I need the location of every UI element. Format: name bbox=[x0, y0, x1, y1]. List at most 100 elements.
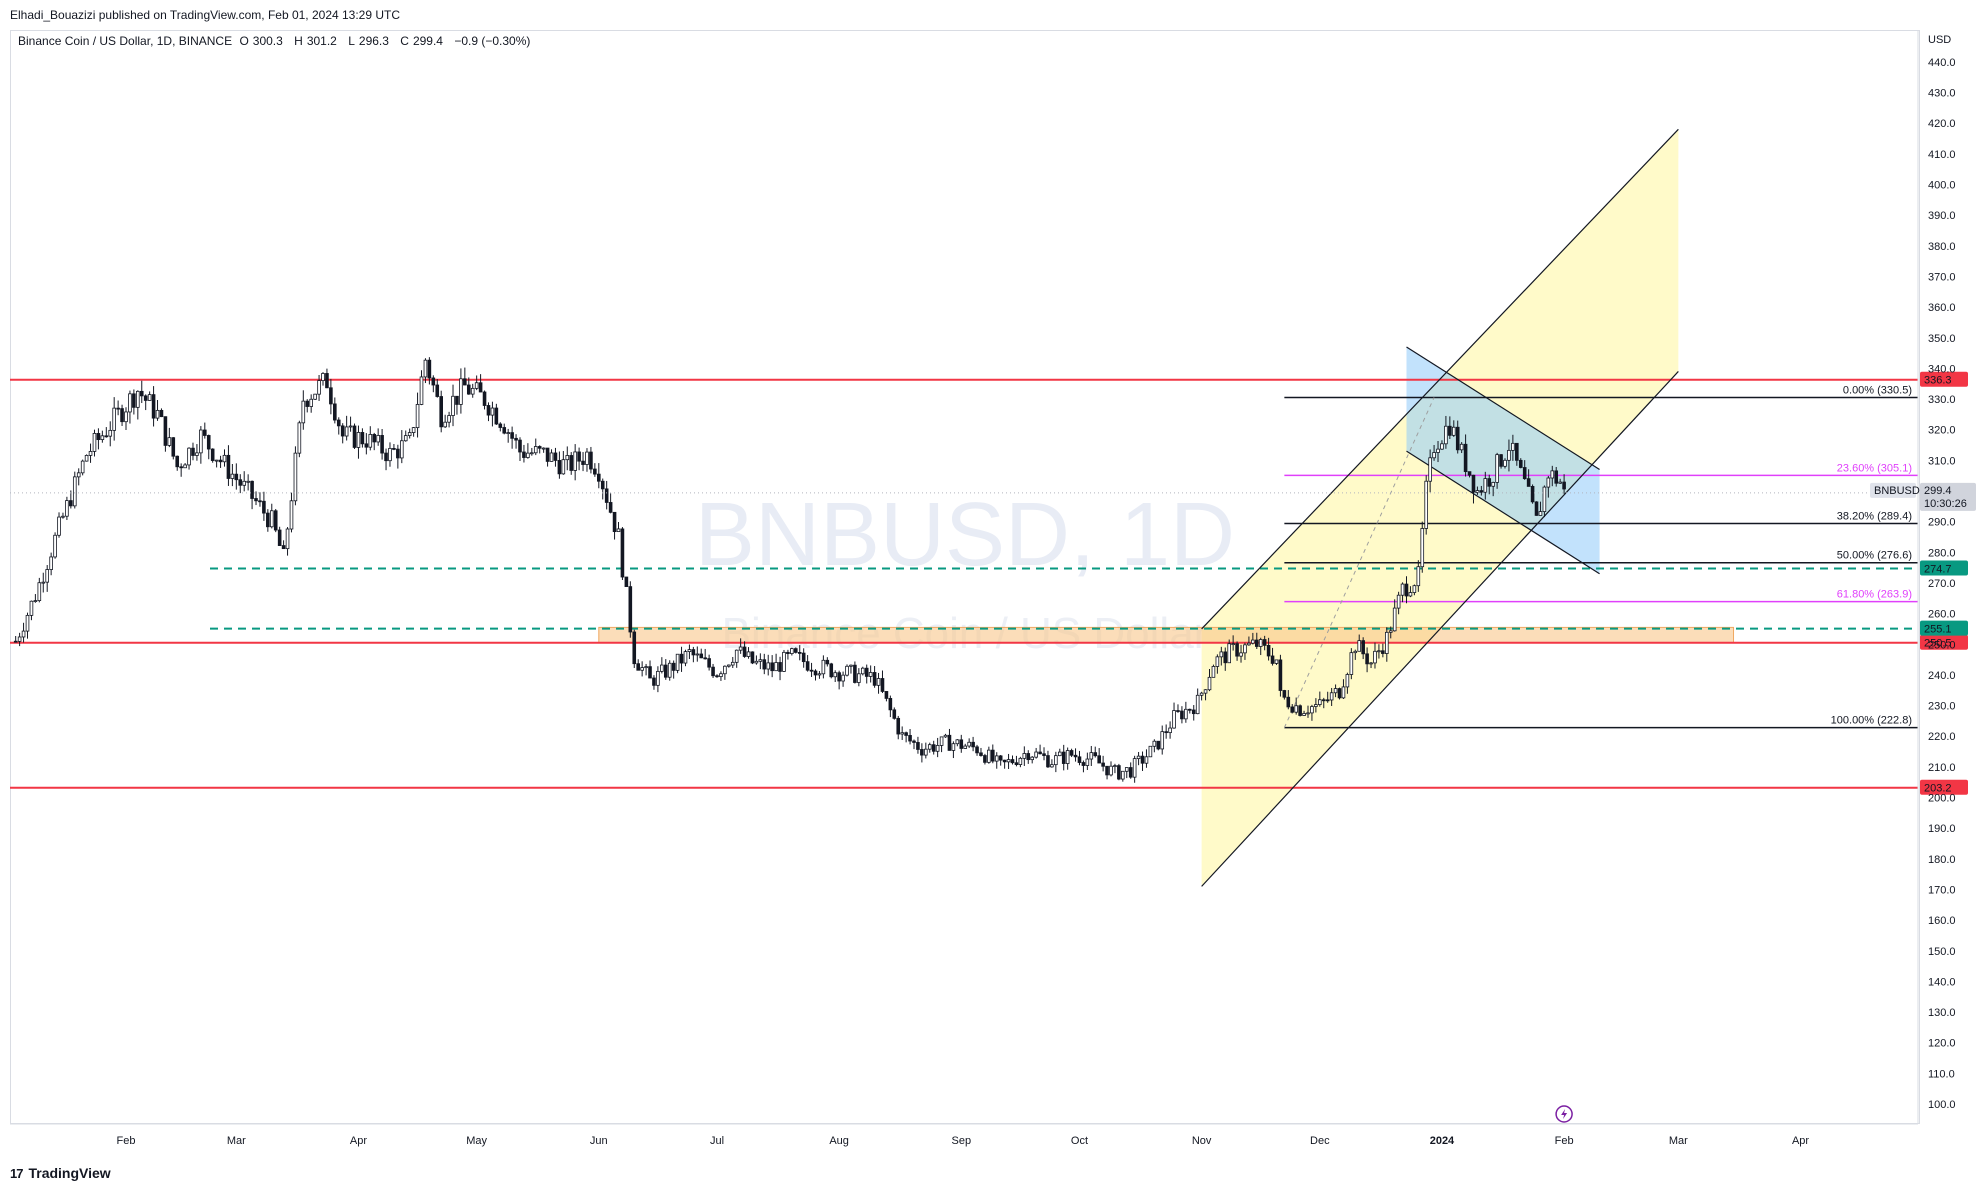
candle-body bbox=[1444, 425, 1448, 445]
candle-body bbox=[920, 749, 924, 756]
candle-body bbox=[589, 451, 593, 470]
candle-body bbox=[864, 667, 869, 677]
candle-body bbox=[1290, 706, 1295, 713]
candle-body bbox=[1077, 756, 1082, 763]
currency-label[interactable]: USD bbox=[1928, 34, 1952, 46]
candle-body bbox=[758, 659, 763, 662]
candle-body bbox=[1515, 442, 1519, 461]
price-tick-label: 110.0 bbox=[1928, 1068, 1955, 1080]
legend-high-label: H bbox=[294, 34, 303, 48]
candle-body bbox=[206, 435, 211, 450]
candle-body bbox=[340, 425, 345, 437]
candle-body bbox=[537, 446, 542, 449]
candle-body bbox=[234, 473, 239, 481]
candle-body bbox=[585, 451, 589, 465]
candle-body bbox=[849, 664, 853, 667]
candle-body bbox=[1463, 443, 1468, 473]
fib-label: 61.80% (263.9) bbox=[1837, 589, 1912, 601]
candle-body bbox=[1436, 448, 1440, 453]
candle-body bbox=[1420, 528, 1425, 568]
candle-body bbox=[975, 746, 979, 754]
candle-body bbox=[1010, 759, 1015, 764]
time-tick-label: Feb bbox=[117, 1135, 136, 1147]
candle-body bbox=[435, 384, 440, 397]
tradingview-logo[interactable]: 17 TradingView bbox=[10, 1165, 111, 1181]
price-tick-label: 290.0 bbox=[1928, 517, 1956, 529]
candle-body bbox=[671, 662, 676, 671]
candle-body bbox=[1333, 688, 1338, 694]
candle-body bbox=[1432, 452, 1436, 459]
candle-body bbox=[17, 636, 22, 642]
candle-body bbox=[301, 400, 306, 424]
yellow-channel-line bbox=[1201, 371, 1679, 887]
candle-body bbox=[750, 651, 755, 664]
candle-body bbox=[888, 698, 893, 711]
candle-body bbox=[1526, 478, 1531, 487]
candle-body bbox=[470, 387, 475, 395]
candle-body bbox=[478, 382, 483, 393]
legend-low: 296.3 bbox=[358, 34, 389, 48]
candle-body bbox=[1030, 756, 1035, 761]
price-tick-label: 390.0 bbox=[1928, 210, 1956, 222]
candle-body bbox=[447, 415, 451, 423]
price-tick-label: 330.0 bbox=[1928, 394, 1956, 406]
candle-body bbox=[1105, 765, 1109, 776]
candle-body bbox=[1014, 762, 1019, 765]
candle-body bbox=[325, 373, 329, 389]
candle-body bbox=[624, 576, 629, 587]
candle-body bbox=[266, 512, 270, 528]
candle-body bbox=[80, 460, 85, 474]
time-tick-label: 2024 bbox=[1430, 1135, 1455, 1147]
candle-body bbox=[45, 569, 49, 583]
candle-body bbox=[620, 528, 625, 578]
candle-body bbox=[1459, 443, 1464, 451]
candle-body bbox=[1002, 759, 1007, 763]
candle-body bbox=[1065, 750, 1070, 764]
candle-body bbox=[1034, 751, 1038, 758]
candle-body bbox=[242, 480, 247, 486]
candle-body bbox=[1050, 764, 1054, 768]
legend-high: 301.2 bbox=[306, 34, 337, 48]
candle-body bbox=[368, 434, 373, 448]
time-tick-label: Jun bbox=[590, 1135, 608, 1147]
candle-body bbox=[1156, 740, 1161, 750]
candle-body bbox=[1357, 640, 1362, 652]
candle-body bbox=[53, 534, 57, 558]
legend-low-label: L bbox=[348, 34, 355, 48]
candle-body bbox=[329, 387, 333, 405]
candle-body bbox=[1448, 425, 1452, 436]
candle-body bbox=[1467, 471, 1472, 476]
time-tick-label: Apr bbox=[1792, 1135, 1809, 1147]
candle-body bbox=[1491, 481, 1495, 487]
price-tick-label: 310.0 bbox=[1928, 455, 1956, 467]
candle-body bbox=[1479, 490, 1484, 493]
candle-body bbox=[1215, 656, 1220, 667]
time-tick-label: Aug bbox=[829, 1135, 849, 1147]
candle-body bbox=[352, 425, 357, 448]
tradingview-icon: 17 bbox=[10, 1165, 24, 1181]
candle-body bbox=[1235, 643, 1239, 657]
candle-body bbox=[1101, 762, 1105, 767]
candle-body bbox=[1562, 481, 1566, 490]
candle-body bbox=[522, 451, 526, 458]
candle-body bbox=[1416, 566, 1421, 587]
candle-body bbox=[199, 429, 203, 454]
candle-body bbox=[738, 646, 743, 651]
candle-body bbox=[1440, 443, 1444, 450]
candle-body bbox=[998, 755, 1003, 761]
candle-body bbox=[104, 435, 109, 438]
candle-body bbox=[1345, 674, 1350, 688]
candle-body bbox=[916, 742, 920, 750]
candle-body bbox=[143, 395, 148, 401]
price-tick-label: 140.0 bbox=[1928, 976, 1956, 988]
candle-body bbox=[908, 735, 912, 742]
legend-close: 299.4 bbox=[412, 34, 443, 48]
fib-label: 38.20% (289.4) bbox=[1837, 510, 1912, 522]
candle-body bbox=[644, 666, 648, 669]
candle-body bbox=[884, 691, 889, 699]
level-badge-text-203.2: 203.2 bbox=[1924, 783, 1952, 795]
candle-body bbox=[1207, 676, 1212, 691]
candle-body bbox=[857, 673, 861, 683]
candle-body bbox=[860, 667, 865, 675]
